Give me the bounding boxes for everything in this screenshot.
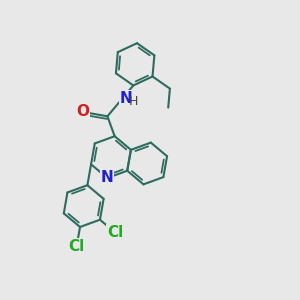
- Text: N: N: [120, 91, 133, 106]
- Text: O: O: [77, 104, 90, 119]
- Text: Cl: Cl: [68, 239, 85, 254]
- Text: N: N: [101, 170, 114, 185]
- Text: Cl: Cl: [107, 225, 123, 240]
- Text: H: H: [129, 95, 138, 108]
